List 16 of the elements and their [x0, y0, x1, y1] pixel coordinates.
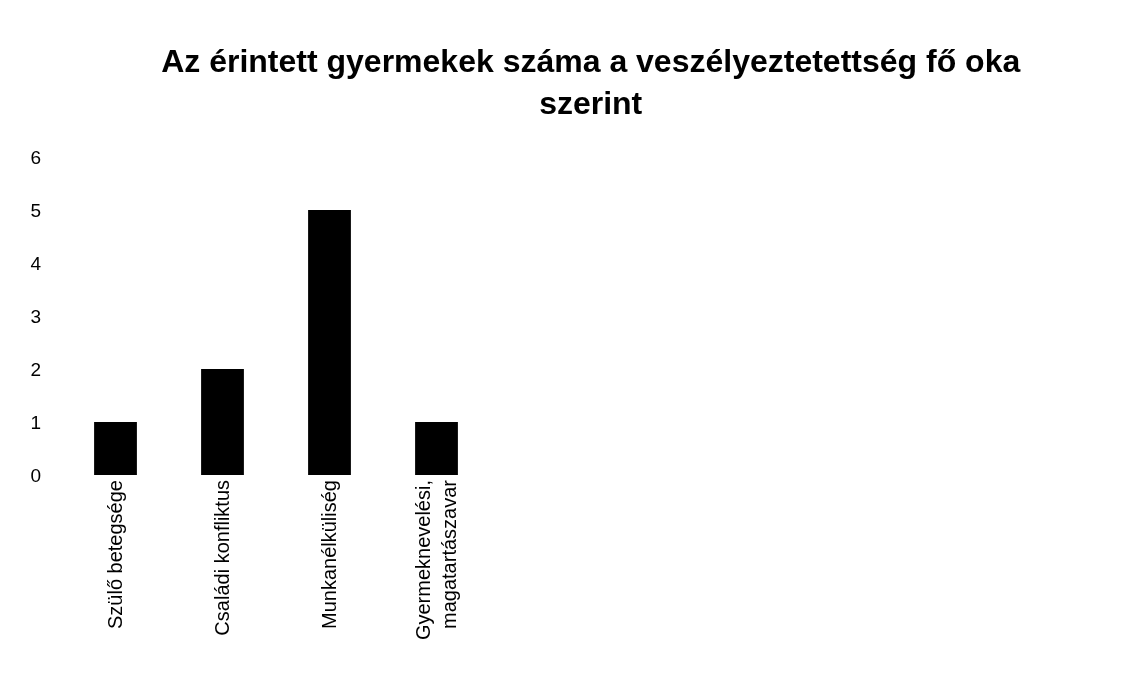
x-tick-label: Szülő betegsége [104, 480, 126, 630]
y-tick-label: 1 [30, 411, 41, 433]
x-tick-label: Gyermeknevelési, magatartászavar [412, 479, 460, 641]
bar [415, 422, 458, 475]
text: Az érintett gyermekek száma a veszélyeztetettség fő oka szerint [161, 43, 1021, 121]
x-tick-label: Családi konfliktus [211, 480, 233, 636]
y-tick-label: 3 [30, 305, 41, 327]
x-tick-label: Munkanélküliség [318, 480, 340, 629]
y-tick-label: 0 [30, 464, 41, 486]
y-tick-label: 4 [30, 252, 42, 274]
y-tick-label: 6 [30, 146, 41, 168]
bar [201, 369, 244, 475]
bar [94, 422, 137, 475]
y-tick-label: 5 [30, 199, 41, 221]
bar [308, 210, 351, 475]
y-tick-label: 2 [30, 358, 41, 380]
